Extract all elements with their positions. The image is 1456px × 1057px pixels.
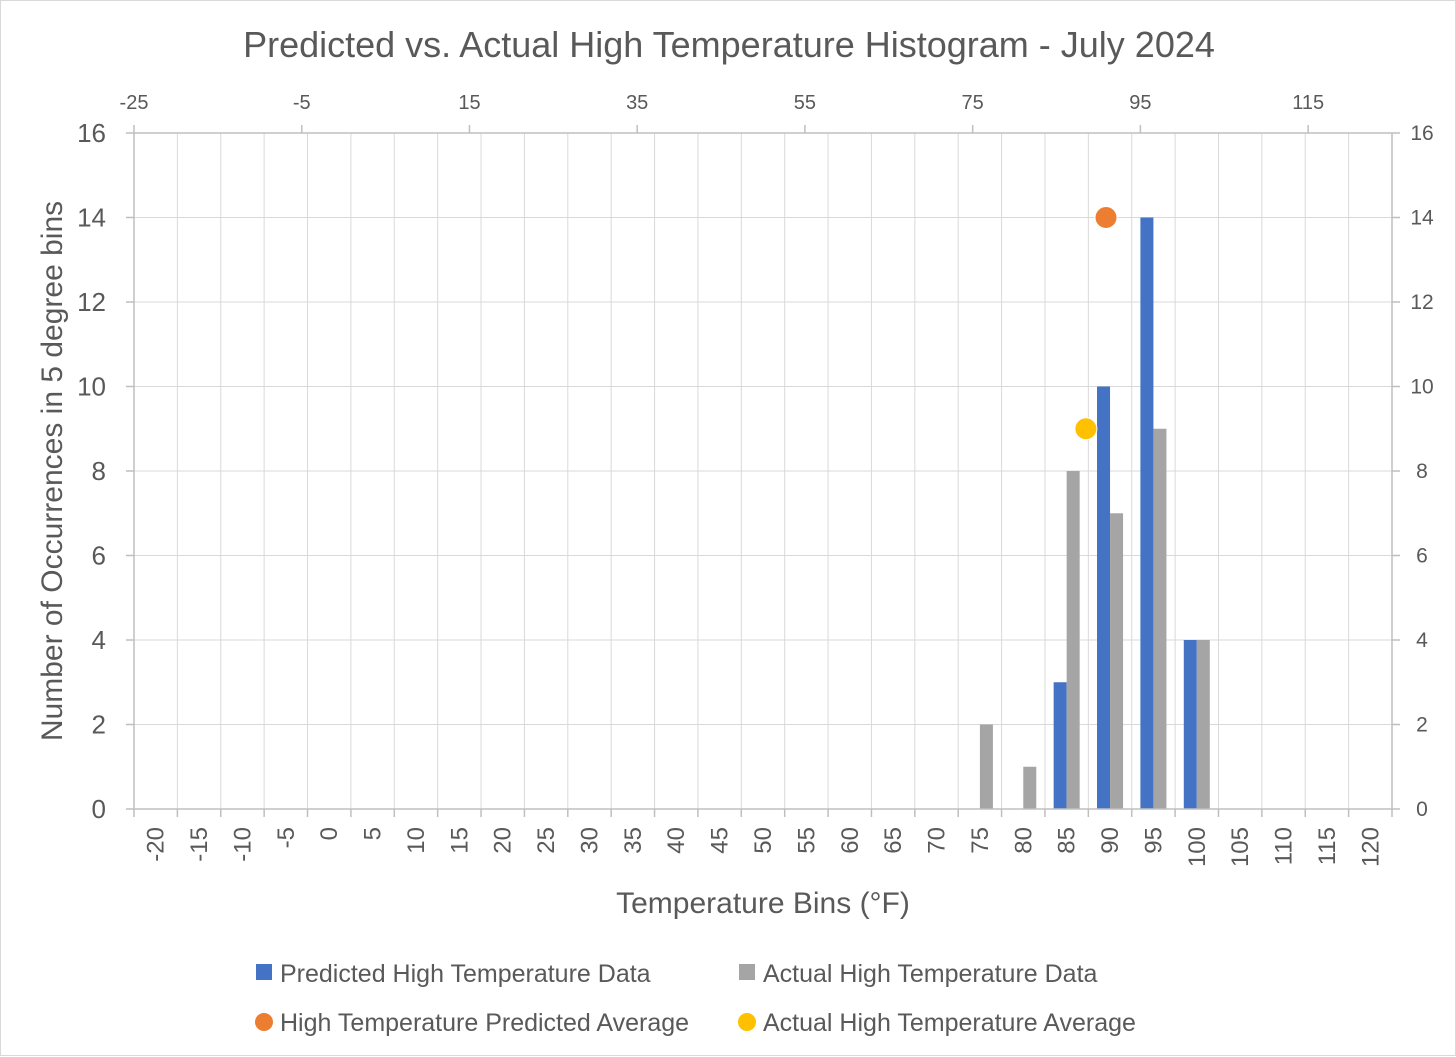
histogram-bar [1023,766,1037,809]
y-axis-title: Number of Occurrences in 5 degree bins [36,201,69,741]
top-x-tick-label: 75 [962,92,984,114]
x-tick-label: 120 [1357,827,1384,867]
x-tick-label: 35 [620,827,647,854]
x-tick-label: 65 [880,827,907,854]
x-tick-label: 5 [360,827,387,840]
y-tick-label-left: 16 [77,118,106,148]
x-tick-label: 95 [1140,827,1167,854]
x-tick-label: -10 [229,827,256,862]
x-tick-label: 115 [1314,827,1341,865]
x-tick-label: 55 [793,827,820,854]
y-tick-label-right: 14 [1410,207,1434,230]
legend-swatch [739,964,755,980]
legend-label: Predicted High Temperature Data [280,960,651,988]
x-tick-label: 90 [1097,827,1124,854]
x-tick-label: 105 [1227,827,1254,867]
x-tick-label: 85 [1054,827,1081,854]
legend-swatch [256,964,272,980]
y-tick-label-left: 6 [92,541,106,571]
y-tick-label-right: 2 [1416,714,1428,737]
histogram-bar [1097,386,1111,809]
y-tick-label-left: 8 [92,456,106,486]
x-tick-label: 110 [1271,827,1298,865]
x-tick-label: -15 [186,827,213,862]
y-tick-label-right: 16 [1410,122,1433,145]
x-tick-label: 75 [967,827,994,854]
y-tick-label-right: 10 [1410,376,1433,399]
x-tick-label: 20 [490,827,517,854]
y-tick-label-left: 12 [77,287,106,317]
histogram-bar [1153,428,1167,809]
top-x-tick-label: -5 [293,92,311,114]
histogram-bar [1053,682,1067,809]
y-tick-label-right: 4 [1416,629,1428,652]
y-tick-label-left: 0 [92,794,106,824]
x-tick-label: -5 [273,827,300,848]
y-tick-label-left: 10 [77,372,106,402]
x-tick-label: 30 [576,827,603,854]
x-tick-label: 100 [1184,827,1211,867]
x-axis-title: Temperature Bins (°F) [616,887,910,920]
y-tick-label-left: 2 [92,710,106,740]
legend-marker [738,1013,756,1031]
chart-title: Predicted vs. Actual High Temperature Hi… [243,24,1215,65]
x-tick-label: 0 [316,827,343,840]
top-x-tick-label: 95 [1129,92,1151,114]
histogram-bar [1196,640,1210,809]
legend-marker [255,1013,273,1031]
x-tick-label: 70 [924,827,951,854]
histogram-bar [979,724,993,809]
histogram-bar [1066,471,1080,809]
average-marker [1094,206,1118,229]
top-x-tick-label: 15 [458,92,480,114]
y-tick-label-right: 6 [1416,545,1428,568]
y-tick-label-left: 14 [77,203,106,233]
top-x-tick-label: 115 [1292,92,1324,114]
y-tick-label-right: 0 [1416,798,1428,821]
y-tick-label-right: 8 [1416,460,1428,483]
x-tick-label: 25 [533,827,560,854]
x-tick-label: 15 [446,827,473,854]
x-tick-label: 60 [837,827,864,854]
x-tick-label: 80 [1010,827,1037,854]
histogram-bar [1140,217,1154,809]
y-tick-label-left: 4 [92,625,106,655]
x-tick-label: 50 [750,827,777,854]
top-x-tick-label: 35 [626,92,648,114]
legend-label: Actual High Temperature Data [763,960,1098,988]
y-tick-label-right: 12 [1410,291,1433,314]
x-tick-label: 40 [663,827,690,854]
top-x-tick-label: 55 [794,92,816,114]
legend-label: Actual High Temperature Average [763,1009,1136,1037]
average-marker [1074,417,1098,441]
x-tick-label: -20 [143,827,170,862]
x-tick-label: 45 [707,827,734,854]
histogram-bar [1183,640,1197,809]
top-x-tick-label: -25 [120,92,149,114]
legend-label: High Temperature Predicted Average [280,1009,689,1037]
x-tick-label: 10 [403,827,430,854]
histogram-bar [1110,513,1124,809]
